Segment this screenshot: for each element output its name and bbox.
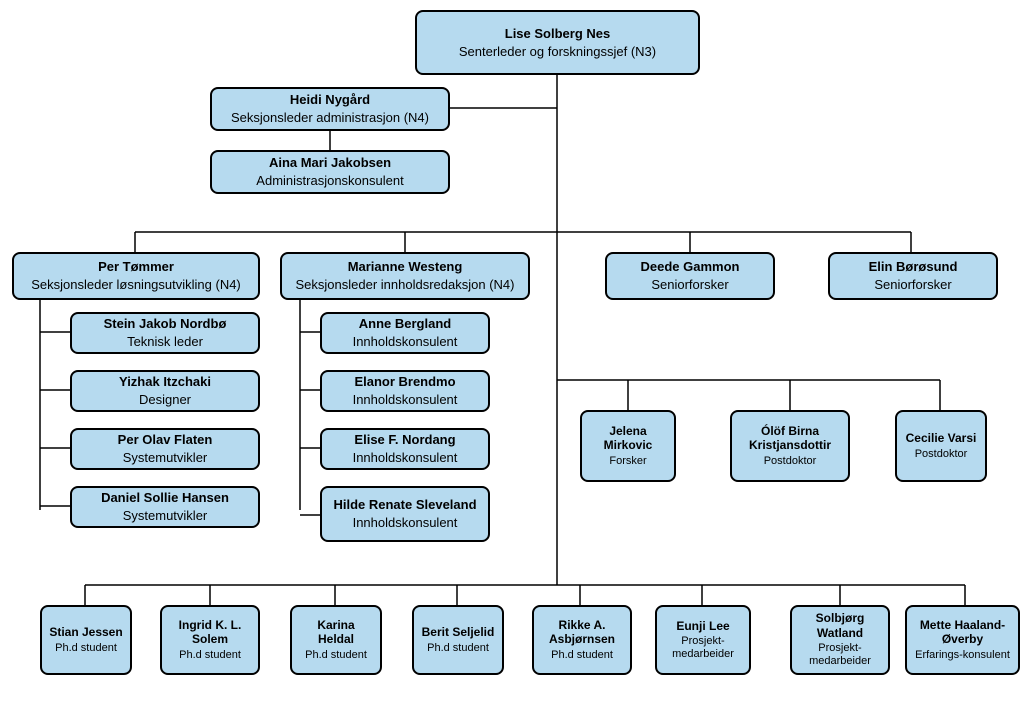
node-solutions-2: Per Olav Flaten Systemutvikler: [70, 428, 260, 470]
node-name: Eunji Lee: [676, 619, 729, 633]
node-role: Seniorforsker: [651, 277, 728, 293]
node-senior-0: Deede Gammon Seniorforsker: [605, 252, 775, 300]
node-name: Stein Jakob Nordbø: [104, 316, 227, 332]
node-name: Per Olav Flaten: [118, 432, 213, 448]
node-researcher-1: Ólöf Birna Kristjansdottir Postdoktor: [730, 410, 850, 482]
node-role: Postdoktor: [764, 455, 817, 468]
node-role: Administrasjonskonsulent: [256, 173, 403, 189]
node-role: Erfarings-konsulent: [915, 649, 1010, 662]
node-role: Ph.d student: [427, 642, 489, 655]
node-bottom-3: Berit Seljelid Ph.d student: [412, 605, 504, 675]
node-name: Ingrid K. L. Solem: [168, 618, 252, 647]
node-role: Systemutvikler: [123, 508, 208, 524]
node-role: Prosjekt-medarbeider: [663, 635, 743, 661]
node-bottom-5: Eunji Lee Prosjekt-medarbeider: [655, 605, 751, 675]
node-name: Deede Gammon: [641, 259, 740, 275]
node-role: Ph.d student: [55, 642, 117, 655]
node-bottom-4: Rikke A. Asbjørnsen Ph.d student: [532, 605, 632, 675]
node-name: Karina Heldal: [298, 618, 374, 647]
node-role: Systemutvikler: [123, 450, 208, 466]
node-content-leader: Marianne Westeng Seksjonsleder innholdsr…: [280, 252, 530, 300]
node-name: Heidi Nygård: [290, 92, 370, 108]
node-role: Ph.d student: [179, 649, 241, 662]
node-senior-1: Elin Børøsund Seniorforsker: [828, 252, 998, 300]
node-solutions-leader: Per Tømmer Seksjonsleder løsningsutvikli…: [12, 252, 260, 300]
node-role: Seksjonsleder administrasjon (N4): [231, 110, 429, 126]
node-name: Marianne Westeng: [348, 259, 463, 275]
node-content-3: Hilde Renate Sleveland Innholdskonsulent: [320, 486, 490, 542]
node-admin-leader: Heidi Nygård Seksjonsleder administrasjo…: [210, 87, 450, 131]
node-role: Innholdskonsulent: [353, 450, 458, 466]
node-name: Ólöf Birna Kristjansdottir: [738, 424, 842, 453]
node-role: Forsker: [609, 455, 646, 468]
node-name: Aina Mari Jakobsen: [269, 155, 391, 171]
node-name: Anne Bergland: [359, 316, 451, 332]
node-name: Hilde Renate Sleveland: [333, 497, 476, 513]
node-role: Ph.d student: [305, 649, 367, 662]
node-name: Mette Haaland-Øverby: [913, 618, 1012, 647]
node-name: Elanor Brendmo: [354, 374, 455, 390]
node-name: Yizhak Itzchaki: [119, 374, 211, 390]
node-role: Innholdskonsulent: [353, 392, 458, 408]
node-content-1: Elanor Brendmo Innholdskonsulent: [320, 370, 490, 412]
node-role: Seksjonsleder innholdsredaksjon (N4): [296, 277, 515, 293]
node-researcher-0: Jelena Mirkovic Forsker: [580, 410, 676, 482]
node-role: Seniorforsker: [874, 277, 951, 293]
node-bottom-0: Stian Jessen Ph.d student: [40, 605, 132, 675]
node-role: Postdoktor: [915, 448, 968, 461]
node-name: Elin Børøsund: [869, 259, 958, 275]
node-content-0: Anne Bergland Innholdskonsulent: [320, 312, 490, 354]
node-role: Designer: [139, 392, 191, 408]
node-name: Solbjørg Watland: [798, 611, 882, 640]
node-name: Jelena Mirkovic: [588, 424, 668, 453]
node-content-2: Elise F. Nordang Innholdskonsulent: [320, 428, 490, 470]
node-name: Berit Seljelid: [422, 625, 495, 639]
node-name: Per Tømmer: [98, 259, 174, 275]
node-researcher-2: Cecilie Varsi Postdoktor: [895, 410, 987, 482]
node-bottom-1: Ingrid K. L. Solem Ph.d student: [160, 605, 260, 675]
node-role: Ph.d student: [551, 649, 613, 662]
node-role: Senterleder og forskningssjef (N3): [459, 44, 656, 60]
node-role: Innholdskonsulent: [353, 515, 458, 531]
node-name: Daniel Sollie Hansen: [101, 490, 229, 506]
node-admin-consultant: Aina Mari Jakobsen Administrasjonskonsul…: [210, 150, 450, 194]
node-role: Innholdskonsulent: [353, 334, 458, 350]
node-name: Stian Jessen: [49, 625, 122, 639]
node-solutions-0: Stein Jakob Nordbø Teknisk leder: [70, 312, 260, 354]
node-name: Cecilie Varsi: [906, 431, 977, 445]
node-bottom-2: Karina Heldal Ph.d student: [290, 605, 382, 675]
node-solutions-3: Daniel Sollie Hansen Systemutvikler: [70, 486, 260, 528]
node-name: Elise F. Nordang: [354, 432, 455, 448]
node-name: Lise Solberg Nes: [505, 26, 610, 42]
node-name: Rikke A. Asbjørnsen: [540, 618, 624, 647]
node-role: Prosjekt-medarbeider: [798, 642, 882, 668]
node-role: Teknisk leder: [127, 334, 203, 350]
node-top: Lise Solberg Nes Senterleder og forsknin…: [415, 10, 700, 75]
node-solutions-1: Yizhak Itzchaki Designer: [70, 370, 260, 412]
node-bottom-6: Solbjørg Watland Prosjekt-medarbeider: [790, 605, 890, 675]
node-bottom-7: Mette Haaland-Øverby Erfarings-konsulent: [905, 605, 1020, 675]
node-role: Seksjonsleder løsningsutvikling (N4): [31, 277, 241, 293]
